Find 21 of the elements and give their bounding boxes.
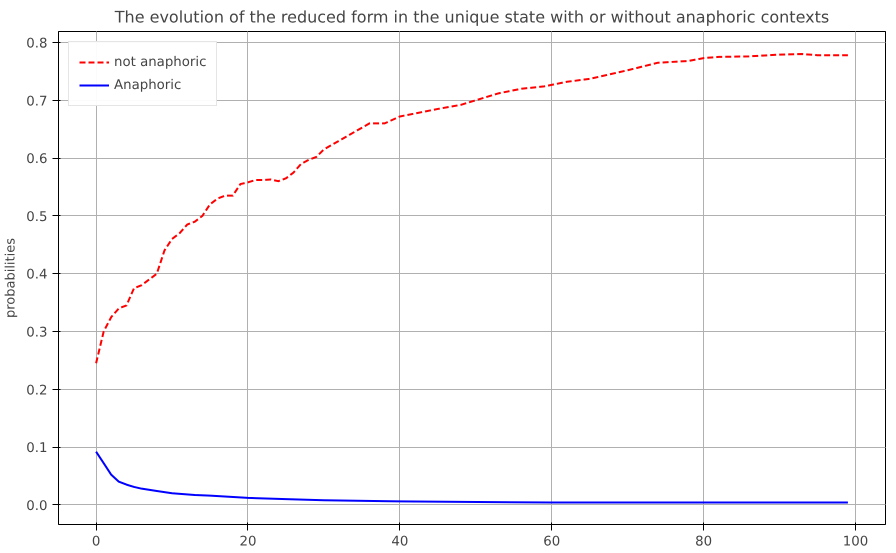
- x-tick-label: 60: [543, 534, 560, 550]
- x-tick-label: 40: [391, 534, 408, 550]
- y-tick-label: 0.7: [26, 94, 48, 110]
- y-tick-label: 0.2: [26, 383, 48, 398]
- y-tick-label: 0.8: [26, 36, 48, 52]
- y-axis-title: probabilities: [3, 238, 18, 318]
- legend-label: not anaphoric: [114, 54, 206, 70]
- y-tick-label: 0.5: [26, 210, 48, 225]
- y-tick-label: 0.3: [26, 325, 48, 340]
- y-tick-label: 0.6: [26, 152, 48, 168]
- x-tick-label: 20: [239, 534, 256, 550]
- chart-title: The evolution of the reduced form in the unique state with or without anaphoric contexts: [114, 8, 830, 26]
- line-series: [95, 450, 849, 504]
- y-tick-label: 0.4: [26, 268, 48, 283]
- y-tick-label: 0.0: [26, 498, 48, 514]
- x-tick-label: 100: [842, 534, 868, 550]
- x-tick-label: 0: [92, 534, 100, 550]
- line-series: [95, 53, 849, 364]
- x-tick-label: 80: [695, 534, 712, 550]
- y-tick-label: 0.1: [26, 441, 48, 456]
- legend-label: Anaphoric: [114, 78, 182, 92]
